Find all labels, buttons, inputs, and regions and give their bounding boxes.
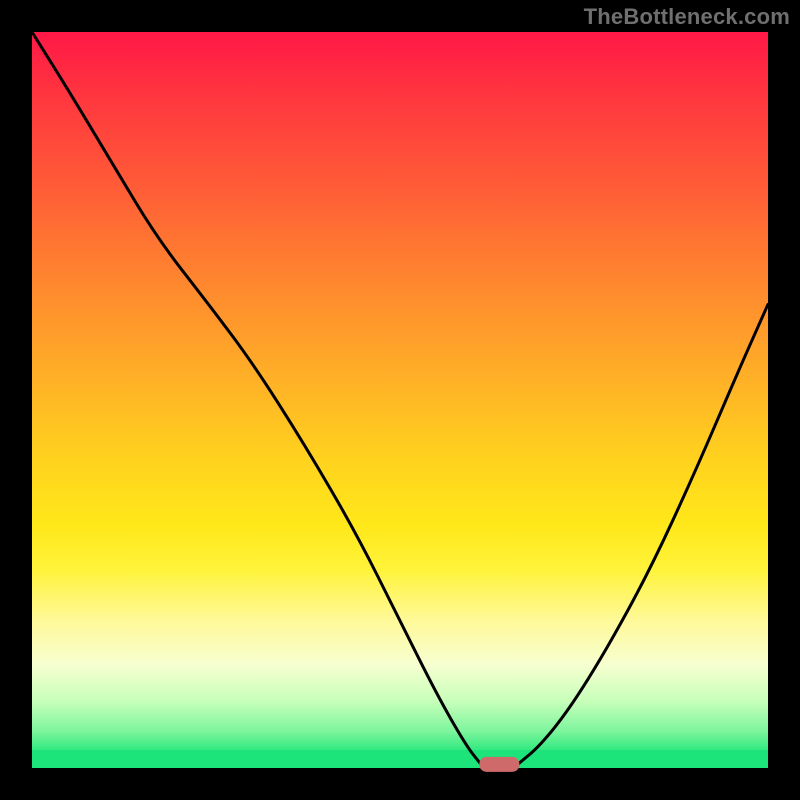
watermark-text: TheBottleneck.com <box>584 4 790 30</box>
bottleneck-chart: TheBottleneck.com <box>0 0 800 800</box>
optimal-marker <box>479 757 519 772</box>
chart-canvas <box>0 0 800 800</box>
bottom-green-band <box>32 750 768 768</box>
heat-gradient-area <box>32 32 768 768</box>
